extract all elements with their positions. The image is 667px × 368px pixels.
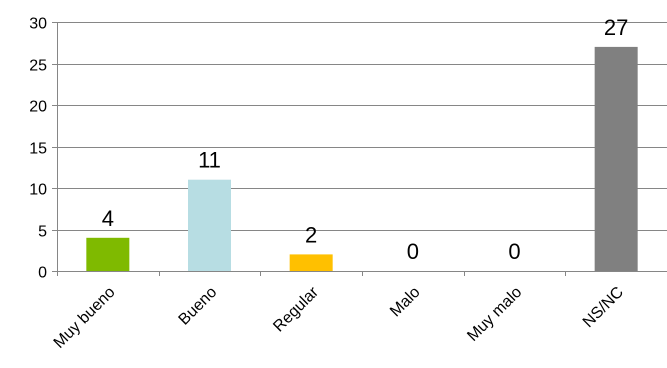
y-tick-label: 25 (29, 58, 47, 75)
y-tick-label: 20 (29, 99, 47, 116)
data-label: 27 (604, 15, 628, 40)
y-axis-tick-labels: 0 5 10 15 20 25 30 (29, 16, 57, 282)
y-tick-label: 30 (29, 16, 47, 33)
bar (289, 254, 333, 271)
y-tick-label: 0 (38, 265, 47, 282)
x-category-label: Bueno (176, 284, 221, 329)
x-category-label: Muy bueno (51, 284, 119, 352)
x-category-label: Muy malo (464, 284, 525, 345)
x-axis-category-labels: Muy bueno Bueno Regular Malo Muy malo NS/NC (51, 283, 627, 351)
bars (86, 46, 638, 272)
x-category-label: Malo (387, 284, 424, 321)
data-label: 4 (102, 206, 114, 231)
y-tick-label: 15 (29, 141, 47, 158)
data-labels: 4 11 2 0 0 27 (102, 15, 629, 264)
y-tick-label: 5 (38, 224, 47, 241)
data-label: 2 (305, 222, 317, 247)
x-category-label: Regular (270, 283, 322, 335)
axes (57, 22, 667, 276)
bar (594, 46, 638, 272)
bar (86, 237, 130, 271)
data-label: 0 (407, 239, 419, 264)
data-label: 11 (198, 148, 221, 173)
x-category-label: NS/NC (580, 284, 627, 331)
data-label: 0 (508, 239, 520, 264)
gridlines (57, 22, 667, 231)
bar (188, 179, 231, 271)
y-tick-label: 10 (29, 182, 47, 199)
